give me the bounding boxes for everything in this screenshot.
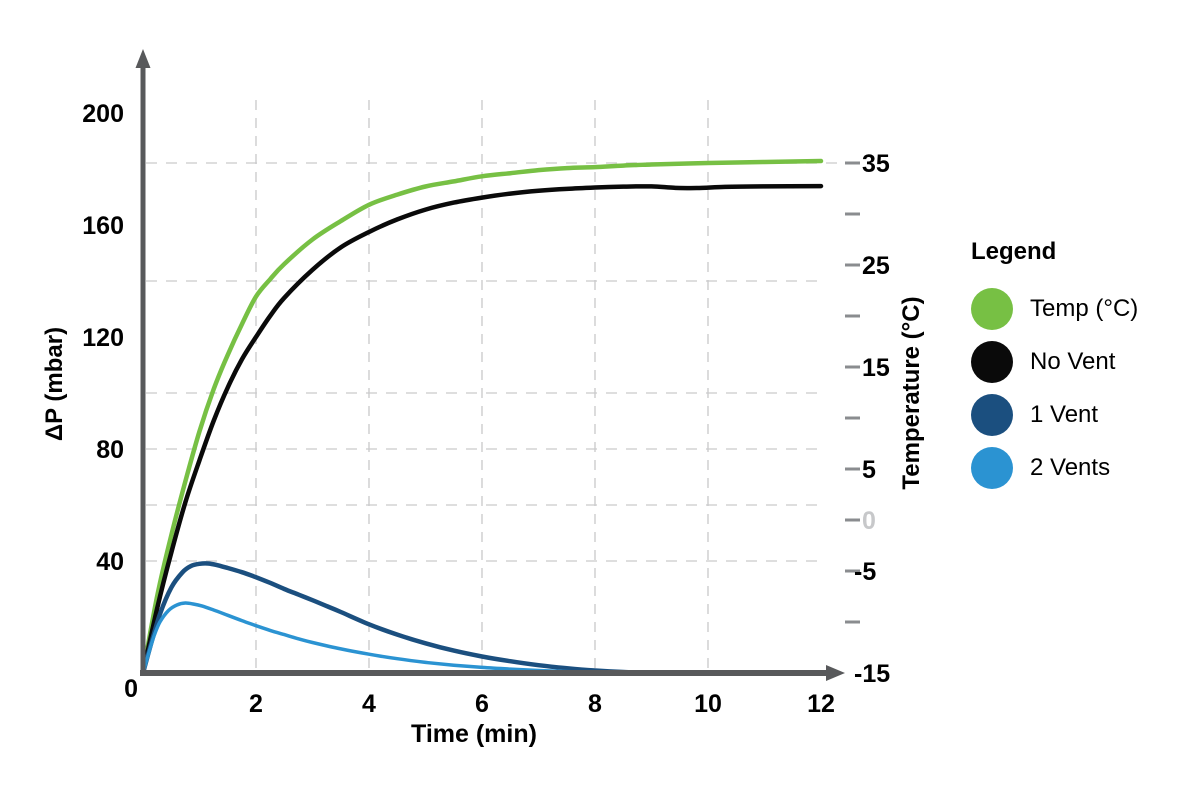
series-line-temp-c [140,158,824,676]
left-tick-label: 0 [124,675,138,703]
series-line-no-vent [140,183,824,676]
x-tick-label: 12 [807,690,835,718]
legend-item: Temp (°C) [971,288,1138,330]
right-tick-label: 25 [862,252,890,280]
left-tick-label: 120 [82,324,124,352]
x-tick-label: 2 [249,690,263,718]
right-tick-label: 5 [862,456,876,484]
right-tick-label: -15 [854,660,890,688]
series-line-2-vents [141,601,620,675]
legend-swatch-icon [971,288,1013,330]
x-axis-title: Time (min) [411,720,537,748]
legend-swatch-icon [971,447,1013,489]
legend-title: Legend [971,238,1057,265]
right-tick-label: 0 [862,507,876,535]
legend-item: No Vent [971,341,1138,383]
x-tick-label: 6 [475,690,489,718]
legend-item-label: Temp (°C) [1030,295,1139,322]
y-axis-arrow [135,49,151,68]
series-line-1-vent [140,561,654,676]
right-tick-label: 15 [862,354,890,382]
right-tick-label: -5 [854,558,876,586]
legend-item-label: 2 Vents [1030,454,1111,481]
x-tick-label: 4 [362,690,376,718]
legend-item-label: 1 Vent [1030,401,1099,428]
right-axis-title: Temperature (°C) [898,296,925,490]
legend: Legend Temp (°C) No Vent 1 Vent 2 Vents [971,237,1138,500]
left-tick-label: 40 [96,548,124,576]
left-axis-title: ΔP (mbar) [41,326,68,442]
left-tick-label: 160 [82,212,124,240]
legend-item: 2 Vents [971,447,1138,489]
legend-rows: Temp (°C) No Vent 1 Vent 2 Vents [971,288,1138,489]
left-tick-label: 200 [82,100,124,128]
x-tick-label: 10 [694,690,722,718]
x-tick-label: 8 [588,690,602,718]
x-axis-arrow [826,665,845,681]
legend-swatch-icon [971,341,1013,383]
left-tick-label: 80 [96,436,124,464]
legend-swatch-icon [971,394,1013,436]
legend-item-label: No Vent [1030,348,1116,375]
right-tick-label: 35 [862,150,890,178]
legend-item: 1 Vent [971,394,1138,436]
